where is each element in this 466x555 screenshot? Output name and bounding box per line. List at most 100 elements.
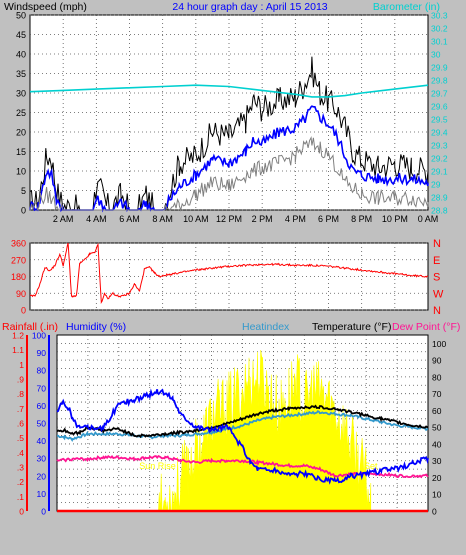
wind-x-tick-label: 4 PM: [285, 214, 306, 224]
rainfall-y-tick-label: .8: [17, 389, 24, 399]
humidity-y-tick-label: 100: [32, 331, 46, 341]
dir-y-tick-label: 0: [21, 306, 26, 316]
humidity-y-tick-label: 0: [41, 507, 46, 517]
heatindex-line: [56, 410, 428, 442]
barometer-y-tick-label: 29.4: [431, 128, 448, 138]
humidity-y-tick-label: 80: [37, 366, 47, 376]
wind-y-tick-label: 45: [16, 30, 26, 40]
dir-y-tick-label: 360: [11, 239, 26, 249]
wind-x-tick-label: 2 AM: [53, 214, 74, 224]
dir-y-tick-label: 180: [11, 272, 26, 282]
temperature-y-tick-label: 10: [432, 490, 442, 500]
temperature-y-tick-label: 0: [432, 507, 437, 517]
humidity-y-tick-label: 70: [37, 383, 47, 393]
wind-grid: [30, 14, 428, 211]
wind-y-tick-label: 10: [16, 167, 26, 177]
temperature-y-tick-label: 60: [432, 406, 442, 416]
temperature-label: Temperature (°F): [312, 321, 391, 333]
humidity-y-tick-label: 90: [37, 348, 47, 358]
barometer-y-tick-label: 29.3: [431, 141, 448, 151]
rainfall-y-tick-label: .7: [17, 404, 24, 414]
humidity-y-tick-label: 30: [37, 454, 47, 464]
wind-x-tick-label: 6 PM: [318, 214, 339, 224]
humidity-axis-label: Humidity (%): [66, 321, 126, 333]
compass-tick-label: N: [433, 305, 441, 317]
rainfall-axis-label: Rainfall (.in): [2, 321, 58, 333]
temperature-line: [56, 404, 429, 439]
wind-y-tick-label: 15: [16, 147, 26, 157]
barometer-axis-label: Barometer (in): [373, 1, 440, 13]
temperature-y-tick-label: 20: [432, 473, 442, 483]
wind-x-tick-label: 4 AM: [86, 214, 107, 224]
rainfall-y-tick-label: .9: [17, 375, 24, 385]
barometer-y-tick-label: 28.8: [431, 206, 448, 216]
temperature-y-tick-label: 70: [432, 389, 442, 399]
wind_min-line: [29, 136, 429, 212]
temperature-y-tick-label: 80: [432, 372, 442, 382]
solar-area: [157, 350, 372, 512]
humidity-y-tick-label: 20: [37, 471, 47, 481]
rainfall-y-tick-label: .2: [17, 477, 24, 487]
compass-tick-label: S: [433, 272, 440, 284]
rainfall-y-tick-label: 1.2: [12, 331, 24, 341]
temperature-y-tick-label: 90: [432, 356, 442, 366]
wind-x-tick-label: 8 AM: [152, 214, 173, 224]
barometer-line: [29, 84, 429, 98]
barometer-y-tick-label: 29.9: [431, 63, 448, 73]
temperature-y-tick-label: 100: [432, 339, 446, 349]
barometer-y-tick-label: 29.1: [431, 167, 448, 177]
rainfall-y-tick-label: .3: [17, 463, 24, 473]
compass-tick-label: W: [433, 288, 444, 300]
barometer-y-tick-label: 29.7: [431, 89, 448, 99]
wind-y-tick-label: 25: [16, 108, 26, 118]
windspeed-axis-label: Windspeed (mph): [4, 1, 87, 13]
wind-y-tick-label: 40: [16, 50, 26, 60]
wind-x-tick-label: 12 PM: [216, 214, 242, 224]
rainfall-y-tick-label: 0: [19, 507, 24, 517]
sunset-label: Set: [364, 461, 378, 471]
temperature-y-tick-label: 30: [432, 456, 442, 466]
wind-y-tick-label: 50: [16, 11, 26, 21]
barometer-y-tick-label: 29: [431, 180, 441, 190]
barometer-y-tick-label: 29.6: [431, 102, 448, 112]
humidity-y-tick-label: 10: [37, 489, 47, 499]
dir-y-tick-label: 270: [11, 255, 26, 265]
compass-tick-label: E: [433, 255, 440, 267]
dir-plot-area: [29, 242, 429, 311]
rainfall-y-tick-label: .4: [17, 448, 24, 458]
humidity-y-tick-label: 60: [37, 401, 47, 411]
rainfall-y-tick-label: .1: [17, 492, 24, 502]
barometer-y-tick-label: 30: [431, 50, 441, 60]
chart-title: 24 hour graph day : April 15 2013: [172, 1, 327, 13]
wind-y-tick-label: 5: [21, 186, 26, 196]
humidity-line: [56, 388, 429, 485]
wind-x-tick-label: 0 AM: [418, 214, 439, 224]
heatindex-label: Heatindex: [242, 321, 290, 333]
barometer-y-tick-label: 29.5: [431, 115, 448, 125]
wind-x-tick-label: 2 PM: [252, 214, 273, 224]
barometer-y-tick-label: 30.3: [431, 11, 448, 21]
wind-x-tick-label: 8 PM: [351, 214, 372, 224]
barometer-y-tick-label: 29.8: [431, 76, 448, 86]
temperature-y-tick-label: 40: [432, 439, 442, 449]
wind-y-tick-label: 35: [16, 69, 26, 79]
sunrise-label: Sun Rise: [139, 461, 176, 471]
wind-x-tick-label: 10 AM: [183, 214, 209, 224]
wind-panel: 0 5 10 15 20 25 30 35 40 45 50 28.8 28.9 29 29.1 29.2 29…: [16, 11, 448, 225]
barometer-y-tick-label: 29.2: [431, 154, 448, 164]
rainfall-y-tick-label: .5: [17, 433, 24, 443]
wind-y-tick-label: 30: [16, 89, 26, 99]
barometer-y-tick-label: 28.9: [431, 193, 448, 203]
compass-tick-label: N: [433, 238, 441, 250]
barometer-y-tick-label: 30.2: [431, 24, 448, 34]
rainfall-y-tick-label: 1: [19, 360, 24, 370]
wind-direction-line: [29, 242, 429, 304]
wind_avg-line: [29, 105, 429, 213]
rainfall-y-tick-label: 1.1: [12, 345, 24, 355]
humidity-y-tick-label: 50: [37, 419, 47, 429]
wind-y-tick-label: 20: [16, 128, 26, 138]
wind_gust-line: [29, 56, 429, 211]
wind-y-tick-label: 0: [21, 206, 26, 216]
